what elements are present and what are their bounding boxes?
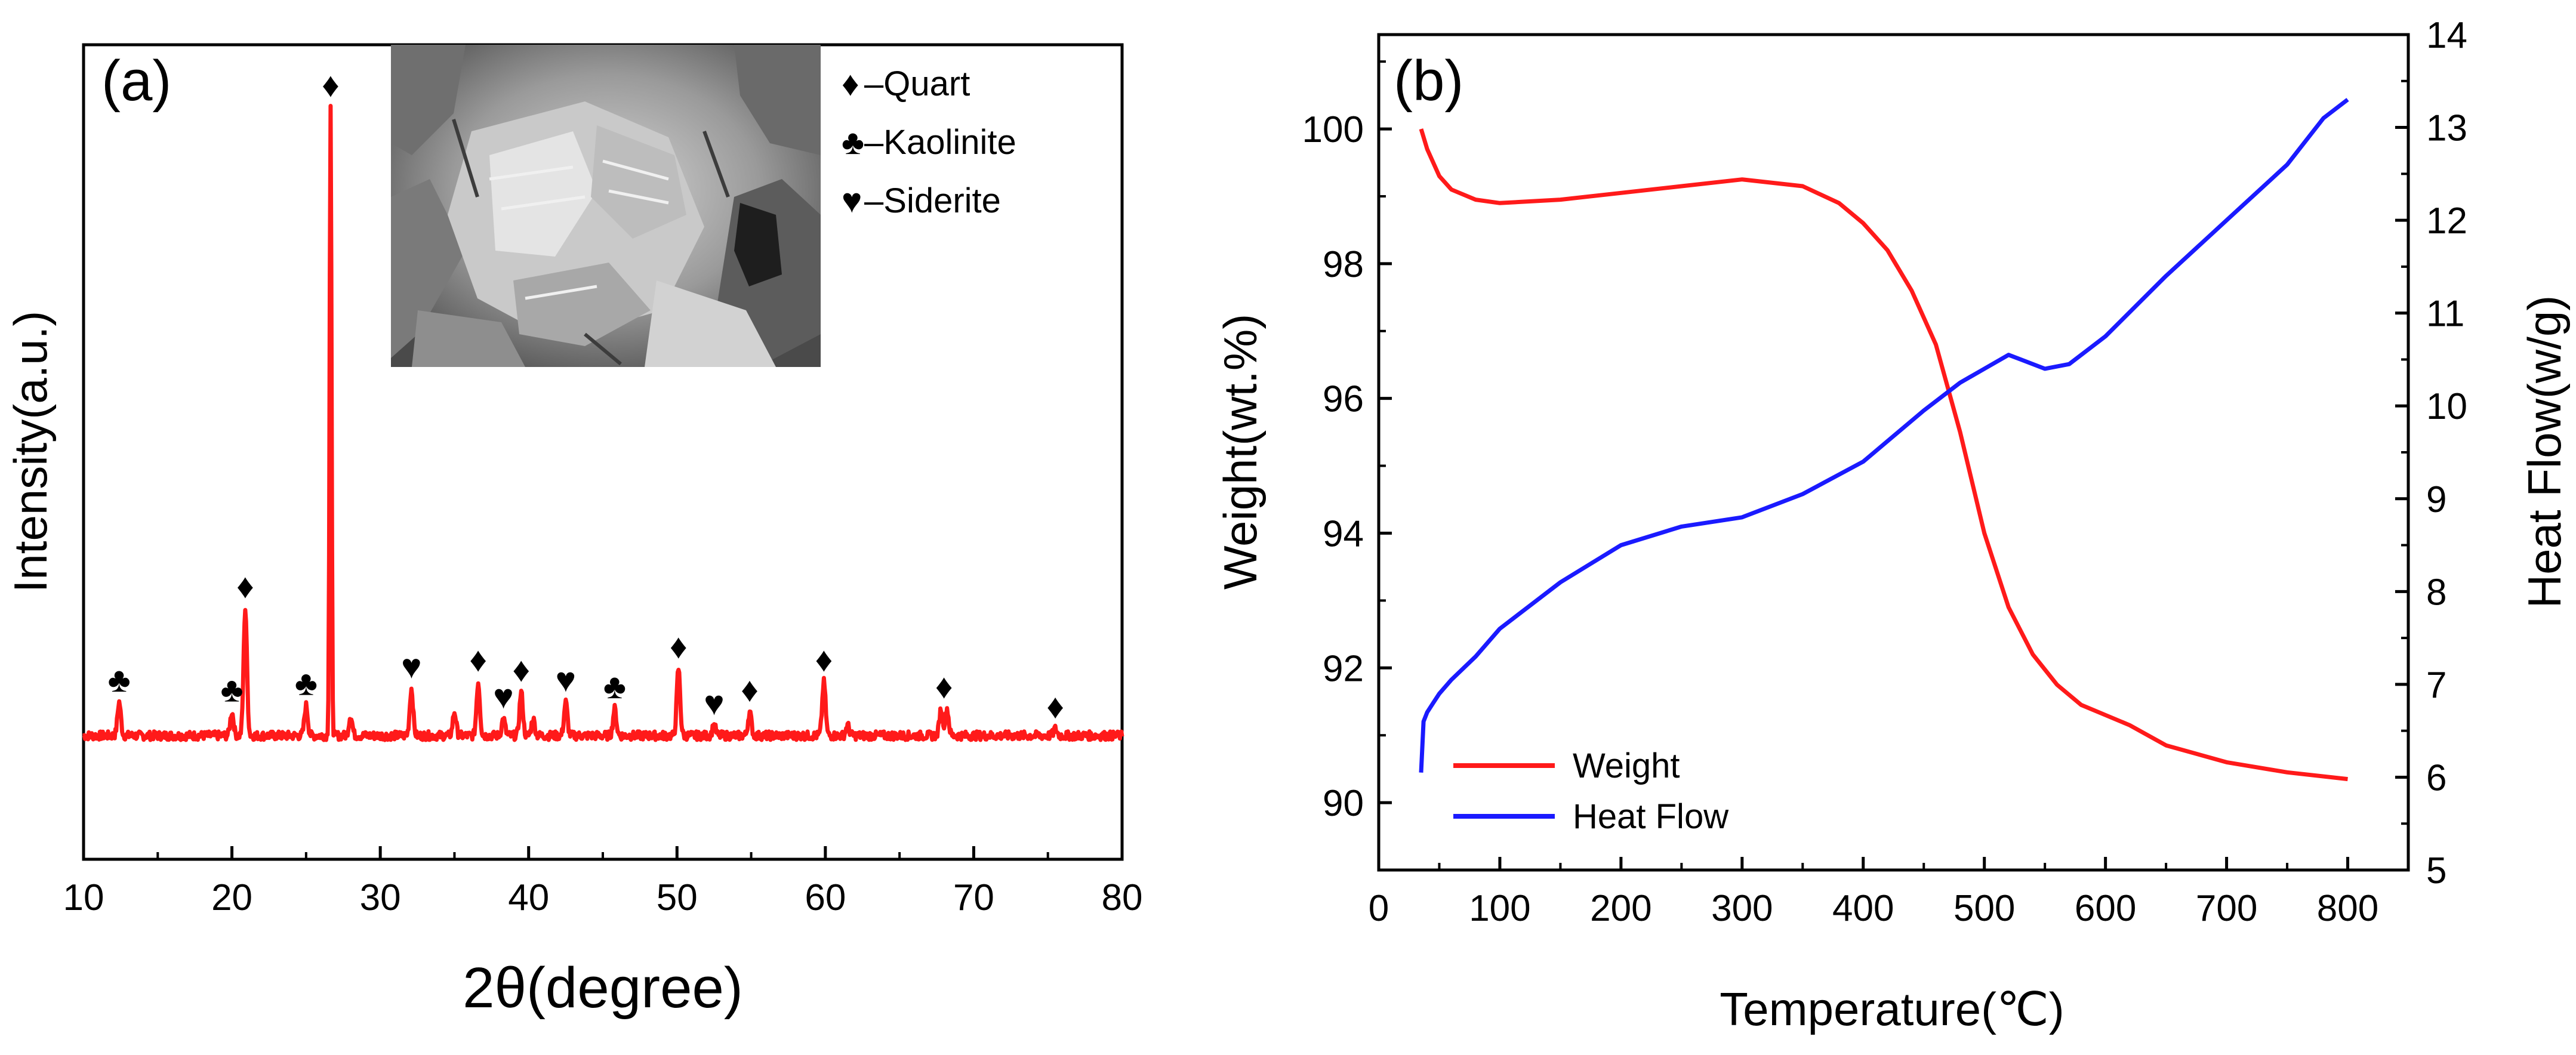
left-y-tick-label: 94 xyxy=(1323,513,1364,554)
phase-marker-kaolinite: ♣ xyxy=(295,664,318,702)
panel-b-label: (b) xyxy=(1394,49,1463,113)
legend-item-siderite: ♥ –Siderite xyxy=(842,181,1001,220)
phase-marker-quart: ♦ xyxy=(1046,687,1064,726)
right-y-tick-label: 14 xyxy=(2426,15,2467,56)
x-tick-label: 80 xyxy=(1102,877,1143,918)
x-tick-label: 100 xyxy=(1469,888,1530,929)
phase-marker-quart: ♦ xyxy=(670,627,688,666)
heat-flow-curve xyxy=(1419,98,2349,773)
panel-a-xrd-curve xyxy=(82,104,1124,742)
legend-symbol-quart: ♦ xyxy=(842,64,859,103)
panel-a-phase-annotations: ♣ ♣♦♣♦♥ ♦♥♦ ♥ ♣♦♥ ♦♦♦♦ xyxy=(108,66,1064,726)
x-tick-label: 500 xyxy=(1953,888,2015,929)
legend-symbol-kaolinite: ♣ xyxy=(842,123,864,162)
panel-a-xrd-chart: 10 20 30 40 50 60 70 80 ♣ ♣♦♣♦♥ ♦♥♦ ♥ ♣♦♥ ♦♦♦♦ (a) 2… xyxy=(4,43,1143,1020)
panel-a-x-ticks: 10 20 30 40 50 60 70 80 xyxy=(63,846,1143,918)
legend-label-heat-flow: Heat Flow xyxy=(1573,797,1729,836)
right-y-tick-label: 11 xyxy=(2426,294,2464,335)
legend-label-kaolinite: –Kaolinite xyxy=(864,123,1016,162)
panel-a-label: (a) xyxy=(101,49,171,113)
x-tick-label: 60 xyxy=(805,877,846,918)
legend-item-heat-flow: Heat Flow xyxy=(1453,797,1729,836)
legend-label-weight: Weight xyxy=(1573,746,1680,785)
right-y-tick-label: 8 xyxy=(2426,572,2446,613)
panel-b-right-y-axis-label: Heat Flow(w/g) xyxy=(2518,295,2571,608)
legend-item-weight: Weight xyxy=(1453,746,1680,785)
left-y-tick-label: 90 xyxy=(1323,783,1364,824)
left-y-tick-label: 96 xyxy=(1323,379,1364,420)
panel-b-x-ticks: 0 100 200 300 400 500 600 700 800 xyxy=(1369,857,2378,929)
phase-marker-quart: ♦ xyxy=(741,671,759,709)
phase-marker-quart: ♦ xyxy=(935,667,953,706)
right-y-tick-label: 6 xyxy=(2426,757,2446,798)
left-y-tick-label: 98 xyxy=(1323,244,1364,285)
x-tick-label: 0 xyxy=(1369,888,1389,929)
legend-label-siderite: –Siderite xyxy=(864,181,1001,220)
panel-b-x-axis-label: Temperature(℃) xyxy=(1720,983,2064,1035)
x-tick-label: 40 xyxy=(508,877,549,918)
phase-marker-quart: ♦ xyxy=(469,640,487,679)
phase-marker-quart: ♦ xyxy=(236,567,254,606)
right-y-tick-label: 10 xyxy=(2426,386,2467,427)
phase-marker-quart: ♦ xyxy=(322,66,340,104)
x-tick-label: 700 xyxy=(2196,888,2257,929)
legend-symbol-siderite: ♥ xyxy=(842,181,862,220)
x-tick-label: 300 xyxy=(1711,888,1773,929)
phase-marker-siderite: ♥ xyxy=(556,661,576,699)
panel-b-legend: Weight Heat Flow xyxy=(1453,746,1729,836)
phase-marker-kaolinite: ♣ xyxy=(108,661,131,699)
right-y-tick-label: 12 xyxy=(2426,200,2467,242)
phase-marker-quart: ♦ xyxy=(512,650,530,689)
right-y-tick-label: 13 xyxy=(2426,108,2467,149)
x-tick-label: 30 xyxy=(360,877,401,918)
phase-marker-kaolinite: ♣ xyxy=(221,671,244,709)
right-y-tick-label: 7 xyxy=(2426,665,2446,706)
weight-curve xyxy=(1419,128,2348,782)
left-y-tick-label: 92 xyxy=(1323,648,1364,689)
phase-marker-quart: ♦ xyxy=(815,640,833,679)
x-tick-label: 50 xyxy=(657,877,698,918)
x-tick-label: 200 xyxy=(1590,888,1651,929)
sem-inset-image xyxy=(391,45,821,367)
legend-label-quart: –Quart xyxy=(864,64,970,103)
panel-a-legend: ♦ –Quart ♣ –Kaolinite ♥ –Siderite xyxy=(842,64,1016,220)
phase-marker-kaolinite: ♣ xyxy=(603,667,626,706)
panel-a-x-axis-label: 2θ(degree) xyxy=(463,956,743,1020)
panel-b-right-y-ticks: 5 6 7 8 9 10 11 12 13 14 xyxy=(2395,15,2467,891)
panel-a-y-axis-label: Intensity(a.u.) xyxy=(4,311,57,593)
legend-item-quart: ♦ –Quart xyxy=(842,64,970,103)
x-tick-label: 20 xyxy=(211,877,252,918)
right-y-tick-label: 9 xyxy=(2426,479,2446,520)
panel-b-tga-chart: 0 100 200 300 400 500 600 700 800 9092949698100 … xyxy=(1214,15,2571,1035)
xrd-peak-5 xyxy=(349,714,352,717)
phase-marker-siderite: ♥ xyxy=(401,647,421,686)
panel-b-left-y-ticks: 90 92 94 96 98 100 xyxy=(1302,60,1392,824)
x-tick-label: 400 xyxy=(1832,888,1894,929)
left-y-tick-label: 100 xyxy=(1302,109,1364,150)
right-y-tick-label: 5 xyxy=(2426,850,2446,891)
x-tick-label: 70 xyxy=(953,877,994,918)
x-tick-label: 800 xyxy=(2317,888,2378,929)
phase-marker-siderite: ♥ xyxy=(704,684,724,723)
x-tick-label: 600 xyxy=(2075,888,2136,929)
x-tick-label: 10 xyxy=(63,877,104,918)
panel-b-left-y-axis-label: Weight(wt.%) xyxy=(1214,314,1267,590)
legend-item-kaolinite: ♣ –Kaolinite xyxy=(842,123,1016,162)
panel-b-plot-frame xyxy=(1377,33,2410,872)
phase-marker-siderite: ♥ xyxy=(493,677,513,716)
